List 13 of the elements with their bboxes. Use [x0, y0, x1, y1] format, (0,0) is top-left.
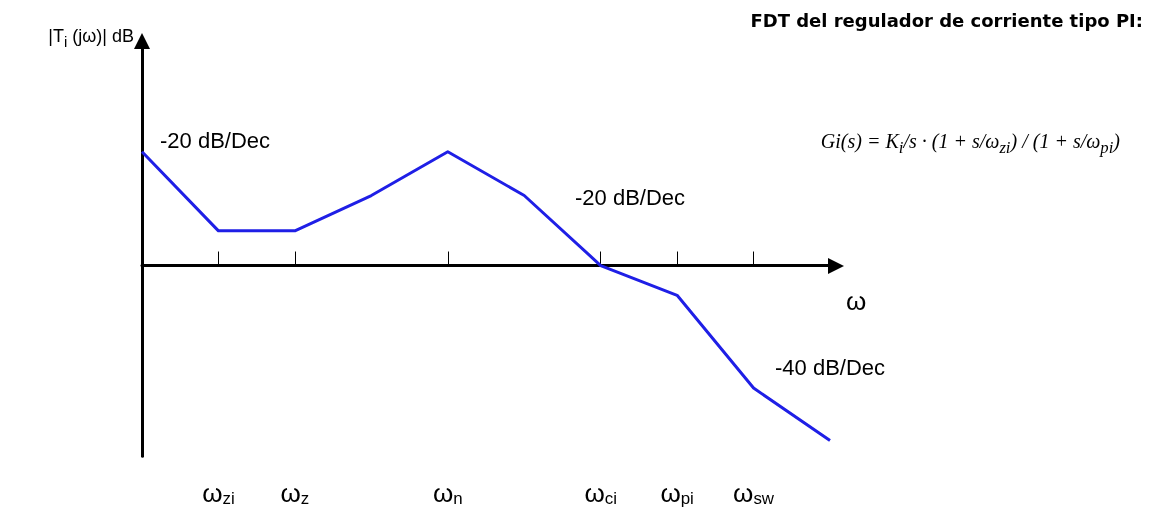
annotation: -20 dB/Dec [575, 185, 686, 211]
annotation: Gi(s) = K$_{i}$/s · (1 + s/ω$_{zi}$) / (1 + s/ω$_{pi}$) [820, 130, 1120, 158]
x-tick-label: ωsw [733, 477, 775, 507]
x-tick-label: ωci [584, 477, 617, 507]
x-tick-label: ωpi [660, 477, 694, 507]
x-axis-title: ω [846, 285, 867, 317]
text: FDT del regulador de corriente tipo PI: [750, 9, 1143, 31]
x-tick-label: ωn [432, 477, 463, 507]
x-tick-label: ωz [280, 477, 310, 507]
text: |T$_{i}$ (jω)| dB [48, 26, 134, 50]
x-tick-label: ωzi [202, 477, 235, 507]
annotation: -20 dB/Dec [160, 128, 271, 154]
annotation: -40 dB/Dec [775, 355, 886, 381]
